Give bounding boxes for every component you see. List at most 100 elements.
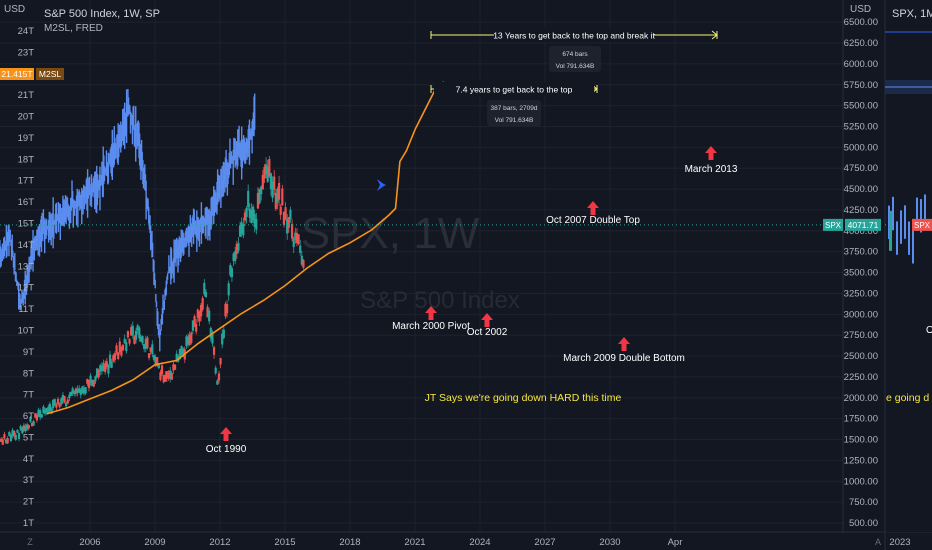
right-axis-tick: 3500.00 xyxy=(844,268,878,279)
candle-body xyxy=(22,425,26,431)
candle-body xyxy=(97,370,100,378)
candle-body xyxy=(193,316,196,327)
candle-body xyxy=(260,186,263,195)
candle-body xyxy=(196,309,199,318)
m2-line xyxy=(46,81,451,415)
candle-body xyxy=(245,207,248,218)
candle-body xyxy=(58,403,61,408)
candle-body xyxy=(19,426,22,430)
right-axis-tick: 5500.00 xyxy=(844,101,878,112)
measure-13-years-label-bg xyxy=(494,28,654,42)
left-axis-tick: 15T xyxy=(18,219,35,230)
candle-body xyxy=(48,403,52,411)
candle-body xyxy=(182,348,185,357)
left-axis-tick: 19T xyxy=(18,133,35,144)
x-axis-tick: 2027 xyxy=(534,537,555,548)
candle-body xyxy=(133,336,136,344)
candle-body xyxy=(50,408,53,414)
right-axis-tick: 6250.00 xyxy=(844,38,878,49)
candle-body xyxy=(201,298,204,310)
candle-body xyxy=(232,253,235,261)
candle-body xyxy=(125,342,128,352)
candle-body xyxy=(170,372,173,380)
candle-body xyxy=(121,344,125,351)
candle-body xyxy=(117,352,120,360)
candle-body xyxy=(115,345,118,353)
blue-arrow-head-icon xyxy=(380,182,386,188)
candle-body xyxy=(71,388,74,394)
candle-body xyxy=(42,406,45,414)
candle-body xyxy=(160,365,164,375)
candle-body xyxy=(56,398,60,404)
candle-body xyxy=(21,427,24,434)
left-axis-tick: 3T xyxy=(23,475,34,486)
left-unit-label: USD xyxy=(4,4,26,15)
candle-body xyxy=(52,400,55,408)
arrow-up-icon xyxy=(587,201,599,215)
candle-body xyxy=(276,188,279,203)
indicator-title[interactable]: M2SL, FRED xyxy=(44,23,103,34)
candle-body xyxy=(214,367,217,374)
label-oct-2007: Oct 2007 Double Top xyxy=(546,215,640,226)
right-axis-tick: 1000.00 xyxy=(844,476,878,487)
candle-body xyxy=(37,409,40,417)
candle-body xyxy=(73,390,76,395)
candle-body xyxy=(299,245,302,253)
candle-body xyxy=(248,208,251,218)
candle-body xyxy=(235,243,238,254)
candle-body xyxy=(154,357,157,365)
x-axis-tick: 2024 xyxy=(469,537,490,548)
right-axis-bg xyxy=(843,0,881,532)
info-674-box xyxy=(549,46,601,72)
arrow-up-icon xyxy=(618,337,630,351)
candle-body xyxy=(186,336,190,345)
spx-value-badge xyxy=(845,218,881,231)
left-axis-tick: 18T xyxy=(18,154,35,165)
candle-body xyxy=(84,387,87,394)
left-axis-tick: 24T xyxy=(18,26,35,37)
right-axis-tick: 4000.00 xyxy=(844,226,878,237)
candle-body xyxy=(120,346,123,356)
right-axis-tick: 2750.00 xyxy=(844,330,878,341)
m2-name-text: M2SL xyxy=(39,69,61,79)
candle-body xyxy=(204,291,208,298)
candle-body xyxy=(286,218,289,234)
candle-body xyxy=(16,429,19,433)
candle-body xyxy=(206,306,209,318)
candle-body xyxy=(63,395,66,403)
candle-body xyxy=(130,327,133,336)
candle-body xyxy=(165,371,169,379)
candle-body xyxy=(82,388,86,394)
candle-body xyxy=(253,213,256,228)
candle-body xyxy=(13,430,16,437)
candle-body xyxy=(279,206,282,215)
info-387-box xyxy=(487,100,541,126)
candle-body xyxy=(123,338,126,344)
symbol-title[interactable]: S&P 500 Index, 1W, SP xyxy=(44,8,160,20)
candle-body xyxy=(180,346,183,355)
candle-body xyxy=(29,417,32,422)
candle-body xyxy=(105,361,108,367)
candle-body xyxy=(99,365,102,372)
x-axis-tick: 2030 xyxy=(599,537,620,548)
candle-body xyxy=(139,337,143,342)
candle-body xyxy=(247,190,250,208)
right-pane-title[interactable]: SPX, 1M, SP xyxy=(892,8,932,20)
candle-body xyxy=(17,433,21,439)
right-axis-tick: 6000.00 xyxy=(844,59,878,70)
right-axis-tick: 5750.00 xyxy=(844,80,878,91)
candle-body xyxy=(152,355,156,360)
candle-body xyxy=(178,348,182,360)
right-axis-tick: 2250.00 xyxy=(844,372,878,383)
arrow-up-icon xyxy=(425,306,437,320)
candle-body xyxy=(61,394,65,401)
candle-body xyxy=(26,424,29,430)
candle-body xyxy=(1,439,4,445)
candle-body xyxy=(225,304,229,314)
candle-body xyxy=(141,336,144,344)
candle-body xyxy=(222,329,225,338)
candle-body xyxy=(269,173,273,190)
right-axis-tick: 3750.00 xyxy=(844,247,878,258)
candle-body xyxy=(94,376,97,382)
